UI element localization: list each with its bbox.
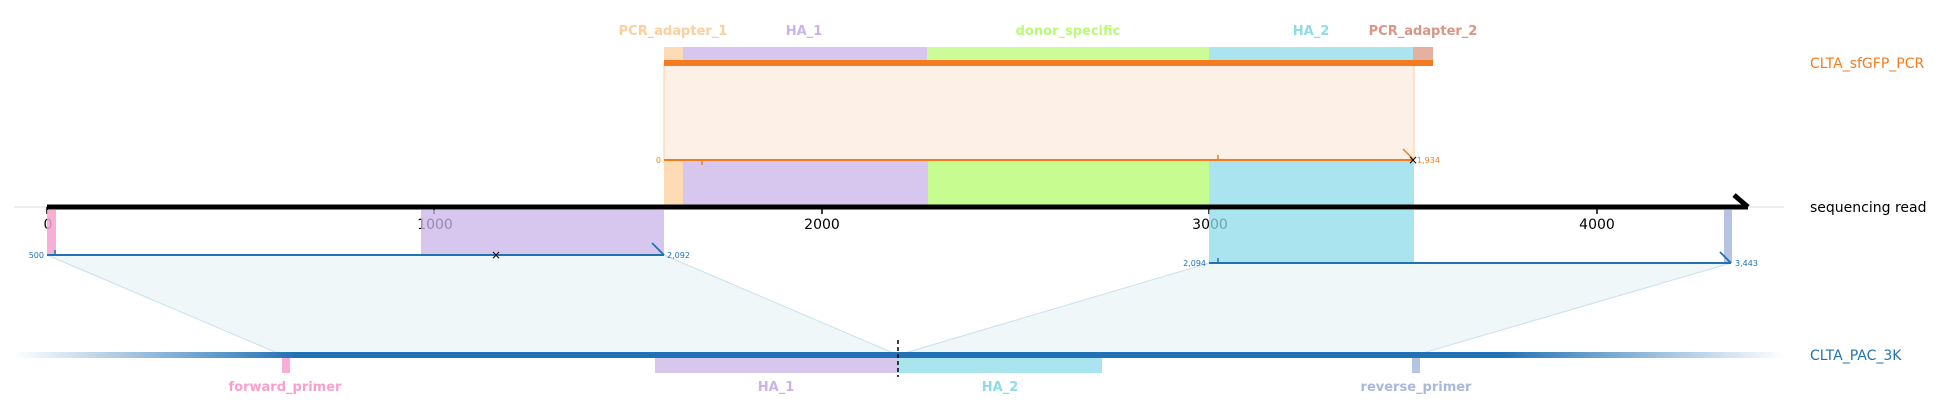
- bottom-projection-reverse-primer: [1724, 210, 1732, 263]
- top-feature-ha-2-label: HA_2: [1293, 24, 1330, 39]
- top-projection-donor-specific: [928, 161, 1209, 207]
- bottom-projection-forward-primer: [47, 210, 56, 255]
- top-alignment-start-label: 0: [656, 156, 661, 165]
- bottom-projection-ha-2: [1209, 210, 1414, 263]
- top-feature-donor-specific-strip: [927, 47, 1209, 62]
- top-target-bar: [664, 60, 1433, 66]
- top-projection-ha-1: [683, 161, 928, 207]
- bottom-feature-reverse-primer-strip: [1412, 358, 1420, 373]
- top-projection-pcr-adapter-1: [664, 161, 683, 207]
- top-alignment-end-hook: [1402, 148, 1415, 161]
- bottom-alignment-1-band: [46, 254, 899, 356]
- top-feature-pcr-adapter-1-strip: [664, 47, 683, 62]
- bottom-target: × 500 2,092 2,094 3,443 forward_primer H…: [14, 210, 1902, 395]
- top-feature-ha-1-strip: [683, 47, 927, 62]
- top-feature-pcr-adapter-2-label: PCR_adapter_2: [1369, 24, 1478, 39]
- bottom-alignment-1-end-hook: [651, 242, 665, 256]
- read-axis-tick-label: 2000: [804, 217, 840, 233]
- bottom-target-name: CLTA_PAC_3K: [1810, 348, 1902, 364]
- bottom-alignment-2-end-hook: [1719, 251, 1732, 264]
- top-target-name: CLTA_sfGFP_PCR: [1810, 56, 1924, 72]
- bottom-alignment-1-mismatch-x: ×: [491, 248, 501, 262]
- top-feature-pcr-adapter-2-strip: [1413, 47, 1433, 62]
- top-feature-pcr-adapter-1-label: PCR_adapter_1: [619, 24, 728, 39]
- bottom-feature-forward-primer-strip: [282, 358, 290, 373]
- top-alignment-mismatch-x: ×: [1408, 153, 1418, 167]
- bottom-alignment-1-end-label: 2,092: [667, 251, 690, 260]
- top-alignment-region: [663, 62, 1415, 161]
- top-feature-ha-2-strip: [1209, 47, 1413, 62]
- top-target: × 0 1,934 PCR_adapter_1 HA_1 donor_speci…: [619, 24, 1924, 207]
- bottom-projection-ha-1: [421, 210, 664, 255]
- bottom-feature-ha-1-label: HA_1: [758, 380, 795, 395]
- bottom-feature-ha-2-label: HA_2: [982, 380, 1019, 395]
- bottom-target-bar: [14, 352, 1784, 358]
- read-axis-label: sequencing read: [1810, 200, 1926, 216]
- bottom-alignment-2-band: [897, 262, 1732, 356]
- bottom-feature-reverse-primer-label: reverse_primer: [1361, 380, 1473, 395]
- bottom-alignment-1-start-label: 500: [29, 251, 44, 260]
- top-alignment-end-label: 1,934: [1417, 156, 1440, 165]
- top-feature-donor-specific-label: donor_specific: [1016, 24, 1121, 39]
- read-axis-arrowhead: [1732, 193, 1750, 209]
- bottom-alignment-2-end-label: 3,443: [1735, 259, 1758, 268]
- top-projection-ha-2: [1209, 161, 1414, 207]
- read-axis-tick-label: 4000: [1579, 217, 1615, 233]
- top-feature-ha-1-label: HA_1: [786, 24, 823, 39]
- bottom-feature-forward-primer-label: forward_primer: [229, 380, 343, 395]
- bottom-feature-ha-2-strip: [898, 358, 1102, 373]
- bottom-feature-ha-1-strip: [655, 358, 898, 373]
- bottom-alignment-2-start-label: 2,094: [1183, 259, 1206, 268]
